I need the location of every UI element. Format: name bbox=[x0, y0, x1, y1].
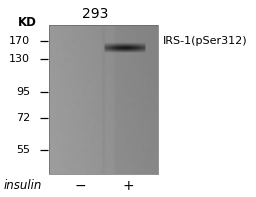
Text: 72: 72 bbox=[16, 113, 30, 123]
Text: IRS-1(pSer312): IRS-1(pSer312) bbox=[163, 36, 248, 46]
Text: 55: 55 bbox=[16, 145, 30, 155]
Text: 95: 95 bbox=[16, 87, 30, 97]
Text: 130: 130 bbox=[9, 54, 30, 64]
Text: KD: KD bbox=[17, 16, 36, 29]
Text: insulin: insulin bbox=[3, 179, 42, 192]
Text: 170: 170 bbox=[9, 36, 30, 46]
Text: +: + bbox=[122, 178, 134, 192]
Text: 293: 293 bbox=[82, 7, 109, 20]
Text: −: − bbox=[74, 178, 86, 192]
Bar bbox=[49, 25, 157, 174]
